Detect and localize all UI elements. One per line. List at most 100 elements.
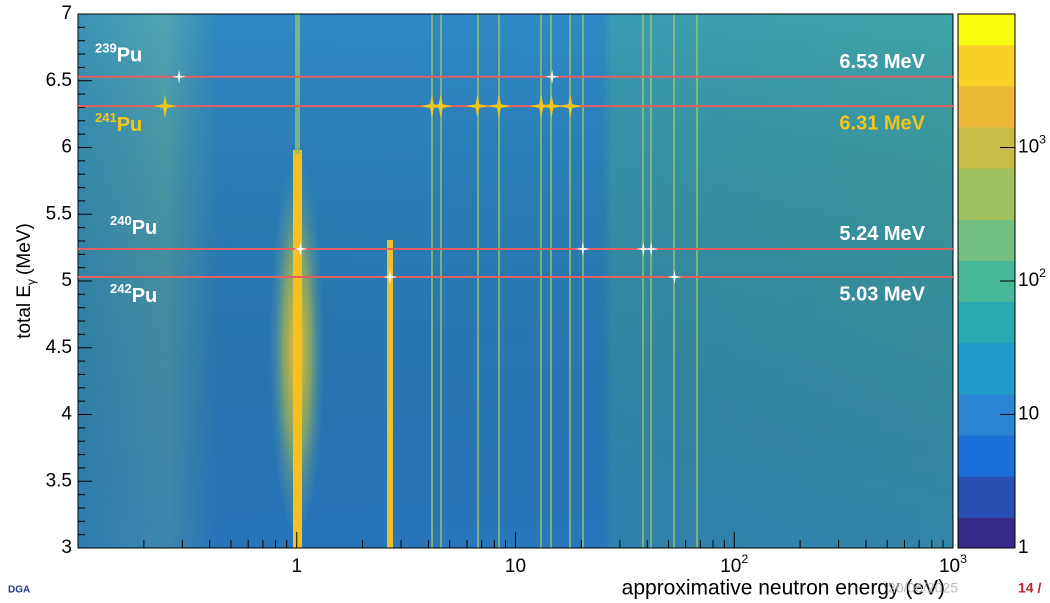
colorbar-band: [958, 188, 1015, 200]
colorbar-band: [958, 137, 1015, 148]
colorbar-band: [958, 393, 1015, 405]
y-tick-label: 5.5: [46, 203, 72, 224]
isotope-mass: 241: [95, 110, 117, 125]
energy-label: 6.31 MeV: [839, 112, 925, 134]
tick-label-exponent: 3: [1039, 133, 1046, 147]
colorbar-band: [958, 383, 1015, 395]
y-tick-label: 3: [61, 537, 72, 558]
tick-label: 102: [1018, 266, 1046, 291]
colorbar-band: [958, 44, 1015, 56]
colorbar-band: [958, 147, 1015, 159]
tick-label: 10: [1018, 404, 1039, 425]
colorbar-band: [958, 435, 1015, 446]
colorbar-band: [958, 301, 1015, 313]
resonance-star: [153, 94, 177, 119]
tick-label: 103: [1018, 133, 1046, 158]
colorbar-band: [958, 55, 1015, 66]
y-tick-label: 3.5: [46, 470, 72, 491]
colorbar-band: [958, 322, 1015, 333]
colorbar-band: [958, 85, 1015, 97]
colorbar-band: [958, 239, 1015, 251]
logo: DGA: [8, 585, 30, 596]
colorbar-band: [958, 404, 1015, 415]
resonance-star: [545, 69, 560, 84]
colorbar-band: [958, 34, 1015, 46]
colorbar-band: [958, 168, 1015, 179]
colorbar-band: [958, 157, 1015, 169]
isotope-label: 241Pu: [95, 110, 142, 136]
isotope-label: 240Pu: [110, 213, 157, 239]
colorbar-band: [958, 414, 1015, 426]
resonance-star: [636, 242, 651, 256]
colorbar-band: [958, 198, 1015, 210]
energy-label: 5.03 MeV: [839, 283, 925, 305]
tick-label: 103: [939, 552, 967, 577]
energy-label: 5.24 MeV: [839, 223, 925, 245]
colorbar-band: [958, 291, 1015, 303]
y-tick-label: 6.5: [46, 70, 72, 91]
tick-label-base: 10: [505, 556, 526, 577]
colorbar-band: [958, 270, 1015, 282]
isotope-mass: 239: [95, 41, 117, 56]
colorbar-band: [958, 486, 1015, 498]
resonance-star: [172, 69, 187, 84]
isotope-mass: 242: [110, 281, 132, 296]
isotope-element: Pu: [132, 217, 158, 239]
colorbar-band: [958, 373, 1015, 385]
colorbar-band: [958, 178, 1015, 190]
tick-label-base: 10: [1018, 404, 1039, 425]
colorbar-band: [958, 465, 1015, 477]
tick-label-base: 10: [720, 556, 741, 577]
tick-label-exponent: 2: [1039, 266, 1046, 280]
resonance-star: [667, 270, 682, 284]
colorbar-band: [958, 209, 1015, 220]
resonance-star: [644, 242, 659, 256]
colorbar-band: [958, 506, 1015, 518]
tick-label-base: 1: [291, 556, 302, 577]
colorbar-band: [958, 260, 1015, 272]
y-tick-label: 4: [61, 404, 72, 425]
isotope-element: Pu: [132, 285, 158, 307]
colorbar-band: [958, 311, 1015, 323]
resonance-star: [428, 94, 453, 119]
colorbar-band: [958, 281, 1015, 292]
colorbar-band: [958, 496, 1015, 508]
isotope-mass: 240: [110, 213, 132, 228]
colorbar-band: [958, 250, 1015, 261]
colorbar-band: [958, 455, 1015, 467]
y-tick-label: 4.5: [46, 337, 72, 358]
colorbar-band: [958, 537, 1015, 549]
resonance-star: [293, 242, 308, 256]
colorbar-band: [958, 75, 1015, 87]
colorbar-band: [958, 24, 1015, 36]
tick-label: 1: [291, 556, 302, 577]
y-tick-label: 6: [61, 137, 72, 158]
colorbar-band: [958, 219, 1015, 231]
tick-label-base: 10: [939, 556, 960, 577]
tick-label-exponent: 3: [960, 552, 967, 566]
colorbar-band: [958, 332, 1015, 344]
resonance-star: [465, 94, 490, 119]
colorbar-band: [958, 363, 1015, 374]
resonance-star: [486, 94, 511, 119]
isotope-element: Pu: [117, 114, 143, 136]
colorbar-band: [958, 527, 1015, 539]
colorbar-band: [958, 96, 1015, 107]
tick-label: 102: [720, 552, 748, 577]
tick-label-exponent: 2: [741, 552, 748, 566]
energy-label: 6.53 MeV: [839, 51, 925, 73]
colorbar-band: [958, 424, 1015, 436]
colorbar-band: [958, 342, 1015, 354]
colorbar-band: [958, 14, 1015, 25]
colorbar-band: [958, 229, 1015, 241]
colorbar-band: [958, 476, 1015, 487]
tick-label-base: 10: [1018, 137, 1039, 158]
isotope-element: Pu: [117, 45, 143, 67]
tick-label: 1: [1018, 537, 1029, 558]
resonance-star: [539, 94, 564, 119]
colorbar-band: [958, 126, 1015, 138]
colorbar-band: [958, 106, 1015, 118]
date: 20/06/2025: [888, 580, 958, 596]
page-number: 14 /: [1018, 580, 1041, 596]
